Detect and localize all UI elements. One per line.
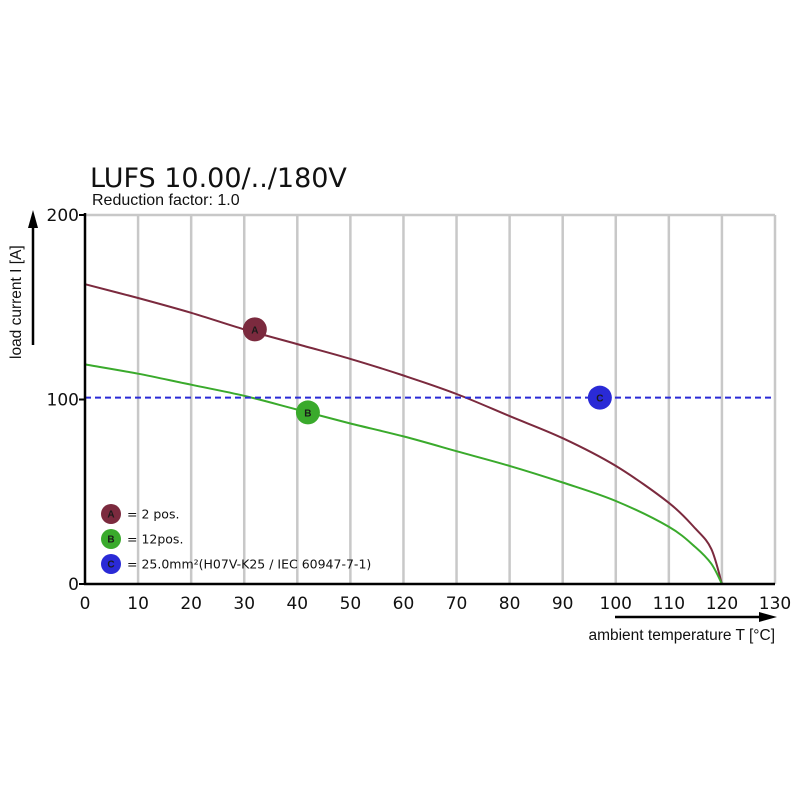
y-tick-label: 200 xyxy=(47,206,79,226)
series-line-b xyxy=(84,363,723,585)
legend-swatch-label-a: A xyxy=(107,510,114,521)
x-tick-label: 0 xyxy=(80,594,91,614)
x-tick-label: 50 xyxy=(340,594,362,614)
legend-label-b: = 12pos. xyxy=(127,532,183,547)
legend-label-a: = 2 pos. xyxy=(127,507,179,522)
legend-swatch-a xyxy=(101,504,121,524)
legend-label-c: = 25.0mm²(H07V-K25 / IEC 60947-7-1) xyxy=(127,557,371,572)
y-tick-label: 0 xyxy=(68,575,79,595)
y-axis-label: load current I [A] xyxy=(8,245,25,359)
chart-subtitle: Reduction factor: 1.0 xyxy=(92,192,240,209)
legend-swatch-b xyxy=(101,529,121,549)
series-marker-label-b: B xyxy=(304,408,311,419)
legend-swatch-c xyxy=(101,554,121,574)
x-tick-label: 60 xyxy=(393,594,415,614)
legend-swatch-label-b: B xyxy=(107,535,114,546)
series-marker-c xyxy=(587,385,612,410)
x-tick-label: 40 xyxy=(286,594,308,614)
x-tick-label: 30 xyxy=(233,594,255,614)
legend-swatch-label-c: C xyxy=(107,560,114,571)
x-tick-label: 100 xyxy=(600,594,632,614)
x-axis-arrow-head xyxy=(759,612,777,622)
series-marker-b xyxy=(295,400,320,425)
tick-labels: 0 100 200 0 10 20 30 40 50 60 70 80 90 100 110 120 130 xyxy=(47,206,792,614)
legend: A = 2 pos. B = 12pos. C = 25.0mm²(H07V-K25 / … xyxy=(101,504,371,574)
x-tick-label: 90 xyxy=(552,594,574,614)
axes xyxy=(28,210,777,622)
series-markers: A B C xyxy=(242,317,612,425)
y-axis-arrow-head xyxy=(28,210,38,228)
y-tick-label: 100 xyxy=(47,391,79,411)
x-tick-label: 120 xyxy=(706,594,738,614)
series-marker-label-a: A xyxy=(251,325,258,336)
x-tick-label: 10 xyxy=(127,594,149,614)
series-marker-label-c: C xyxy=(596,394,603,405)
x-tick-label: 110 xyxy=(653,594,685,614)
grid xyxy=(85,213,777,584)
x-tick-label: 20 xyxy=(180,594,202,614)
x-tick-label: 80 xyxy=(499,594,521,614)
series-marker-a xyxy=(242,317,267,342)
x-tick-label: 130 xyxy=(759,594,791,614)
x-axis-label: ambient temperature T [°C] xyxy=(588,627,775,644)
x-tick-label: 70 xyxy=(446,594,468,614)
series-line-a xyxy=(84,283,723,585)
chart-title: LUFS 10.00/../180V xyxy=(90,163,347,194)
curves xyxy=(84,283,775,585)
